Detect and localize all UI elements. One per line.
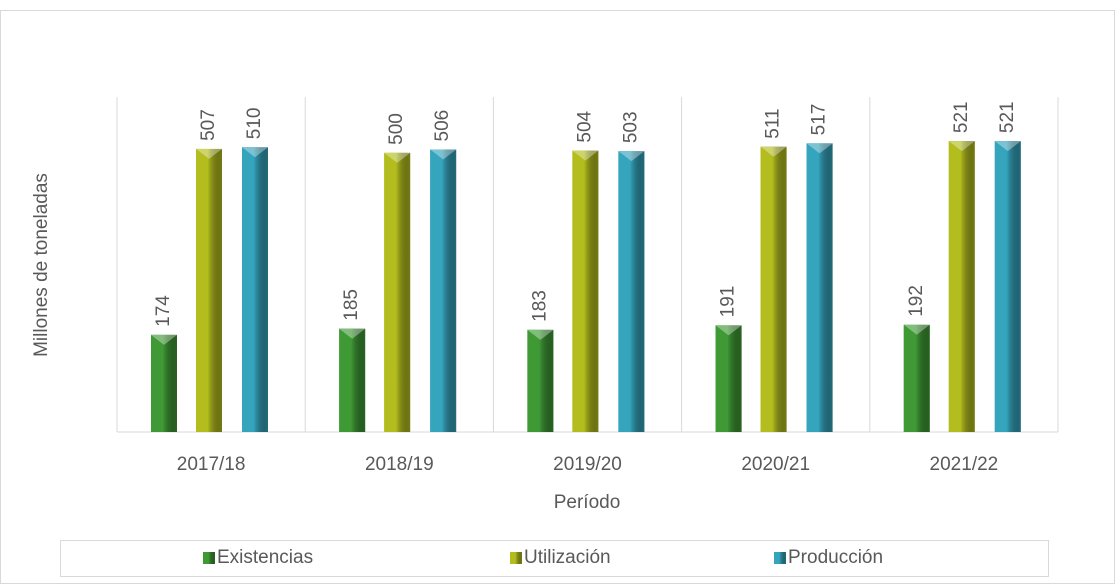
bar-cap xyxy=(618,151,645,162)
value-label: 517 xyxy=(809,104,830,136)
bar-cap xyxy=(715,325,742,336)
bar-cap xyxy=(430,149,457,160)
legend-box xyxy=(60,540,1049,577)
bar-cap xyxy=(760,146,787,157)
bar-cap xyxy=(806,143,833,154)
value-label: 503 xyxy=(620,111,641,143)
bar-shade xyxy=(806,143,833,432)
value-label: 510 xyxy=(244,108,265,140)
x-tick-label: 2021/22 xyxy=(930,454,999,475)
legend-swatch-shade xyxy=(510,552,522,564)
legend-swatch-shade xyxy=(203,552,215,564)
bar-cap xyxy=(903,324,930,335)
legend-label: Existencias xyxy=(217,547,313,568)
value-label: 500 xyxy=(386,113,407,145)
bar-cap xyxy=(242,147,268,158)
bar-cap xyxy=(994,141,1021,152)
bar-cap xyxy=(196,148,222,159)
x-tick-label: 2019/20 xyxy=(553,454,622,475)
bar-shade xyxy=(903,324,930,432)
x-tick-label: 2020/21 xyxy=(741,454,810,475)
value-label: 185 xyxy=(341,289,362,321)
bar-shade xyxy=(994,141,1021,432)
value-label: 521 xyxy=(951,101,972,133)
legend-label: Producción xyxy=(788,547,883,568)
bar-cap xyxy=(527,329,554,340)
value-label: 192 xyxy=(906,285,927,317)
value-label: 174 xyxy=(153,295,174,327)
x-axis-title: Período xyxy=(554,492,621,513)
value-label: 507 xyxy=(198,109,219,141)
bar-shade xyxy=(948,141,975,432)
bar-shade xyxy=(527,329,554,432)
bar-shade xyxy=(242,147,268,432)
bar-shade xyxy=(760,146,787,433)
bar-shade xyxy=(715,325,742,432)
legend-label: Utilización xyxy=(524,547,611,568)
bar-cap xyxy=(948,141,975,152)
legend-swatch-shade xyxy=(774,552,786,564)
chart-border xyxy=(0,10,1115,584)
bar-shade xyxy=(151,334,177,432)
bar-shade xyxy=(196,148,222,433)
x-tick-label: 2017/18 xyxy=(177,454,246,475)
bar-cap xyxy=(572,150,599,161)
x-tick-label: 2018/19 xyxy=(365,454,434,475)
value-label: 504 xyxy=(574,110,595,142)
value-label: 506 xyxy=(432,110,453,142)
value-label: 511 xyxy=(763,108,784,138)
bar-cap xyxy=(339,328,366,339)
bar-cap xyxy=(151,334,177,345)
bar-shade xyxy=(384,152,411,433)
value-label: 191 xyxy=(718,286,739,318)
value-label: 183 xyxy=(529,290,550,322)
bar-cap xyxy=(384,152,411,163)
bar-shade xyxy=(572,150,599,432)
bar-shade xyxy=(618,151,645,433)
y-axis-title: Millones de toneladas xyxy=(31,173,52,357)
bar-shade xyxy=(339,328,366,432)
value-label: 521 xyxy=(997,101,1018,133)
bar-shade xyxy=(430,149,457,432)
